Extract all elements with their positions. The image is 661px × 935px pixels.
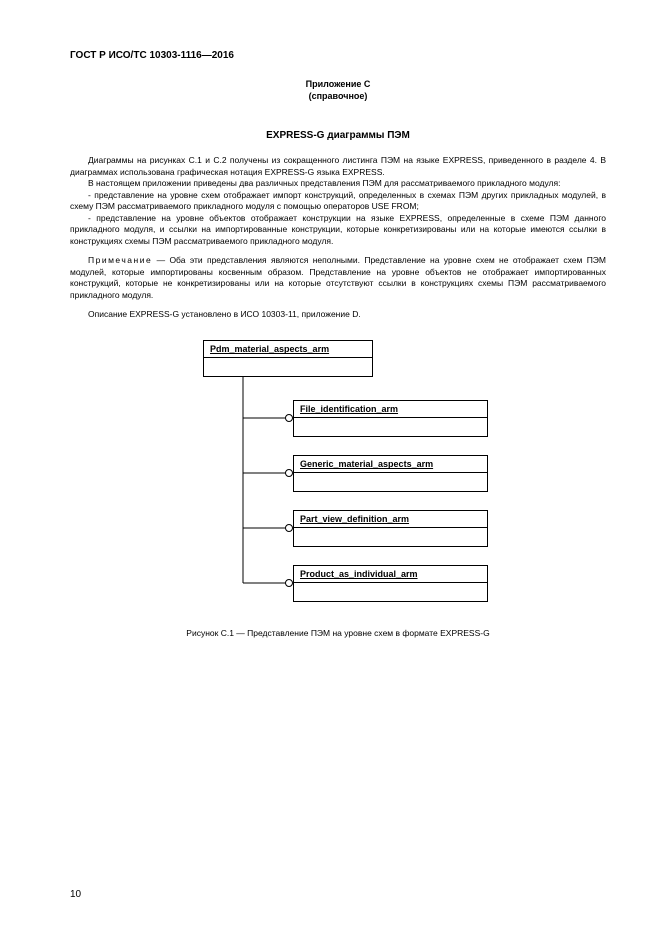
note-label: Примечание	[88, 255, 152, 265]
child-schema-body	[294, 473, 487, 491]
root-schema-title: Pdm_material_aspects_arm	[204, 341, 372, 358]
appendix-line1: Приложение С	[306, 79, 371, 89]
body-text: Диаграммы на рисунках С.1 и С.2 получены…	[70, 155, 606, 247]
child-schema-box: File_identification_arm	[293, 400, 488, 437]
figure-caption: Рисунок С.1 — Представление ПЭМ на уровн…	[70, 628, 606, 638]
expressg-diagram: Pdm_material_aspects_arm File_identificat…	[183, 340, 493, 610]
child-schema-body	[294, 528, 487, 546]
appendix-line2: (справочное)	[309, 91, 368, 101]
closing-text-block: Описание EXPRESS-G установлено в ИСО 103…	[70, 309, 606, 320]
page-number: 10	[70, 889, 81, 900]
child-schema-box: Product_as_individual_arm	[293, 565, 488, 602]
child-schema-box: Generic_material_aspects_arm	[293, 455, 488, 492]
main-title: EXPRESS-G диаграммы ПЭМ	[70, 130, 606, 141]
note-text: Примечание — Оба эти представления являю…	[70, 255, 606, 301]
note-block: Примечание — Оба эти представления являю…	[70, 255, 606, 301]
child-schema-box: Part_view_definition_arm	[293, 510, 488, 547]
root-schema-box: Pdm_material_aspects_arm	[203, 340, 373, 377]
child-schema-title: File_identification_arm	[294, 401, 487, 418]
para-1: Диаграммы на рисунках С.1 и С.2 получены…	[70, 155, 606, 178]
document-header: ГОСТ Р ИСО/ТС 10303-1116—2016	[70, 50, 606, 61]
child-schema-title: Product_as_individual_arm	[294, 566, 487, 583]
root-schema-body	[204, 358, 372, 376]
child-schema-title: Part_view_definition_arm	[294, 511, 487, 528]
para-2: В настоящем приложении приведены два раз…	[70, 178, 606, 189]
child-schema-body	[294, 583, 487, 601]
diagram-container: Pdm_material_aspects_arm File_identificat…	[70, 340, 606, 610]
child-schema-body	[294, 418, 487, 436]
closing-text: Описание EXPRESS-G установлено в ИСО 103…	[70, 309, 606, 320]
para-3: - представление на уровне схем отображае…	[70, 190, 606, 213]
para-4: - представление на уровне объектов отобр…	[70, 213, 606, 247]
child-schema-title: Generic_material_aspects_arm	[294, 456, 487, 473]
appendix-title-block: Приложение С (справочное)	[70, 79, 606, 102]
